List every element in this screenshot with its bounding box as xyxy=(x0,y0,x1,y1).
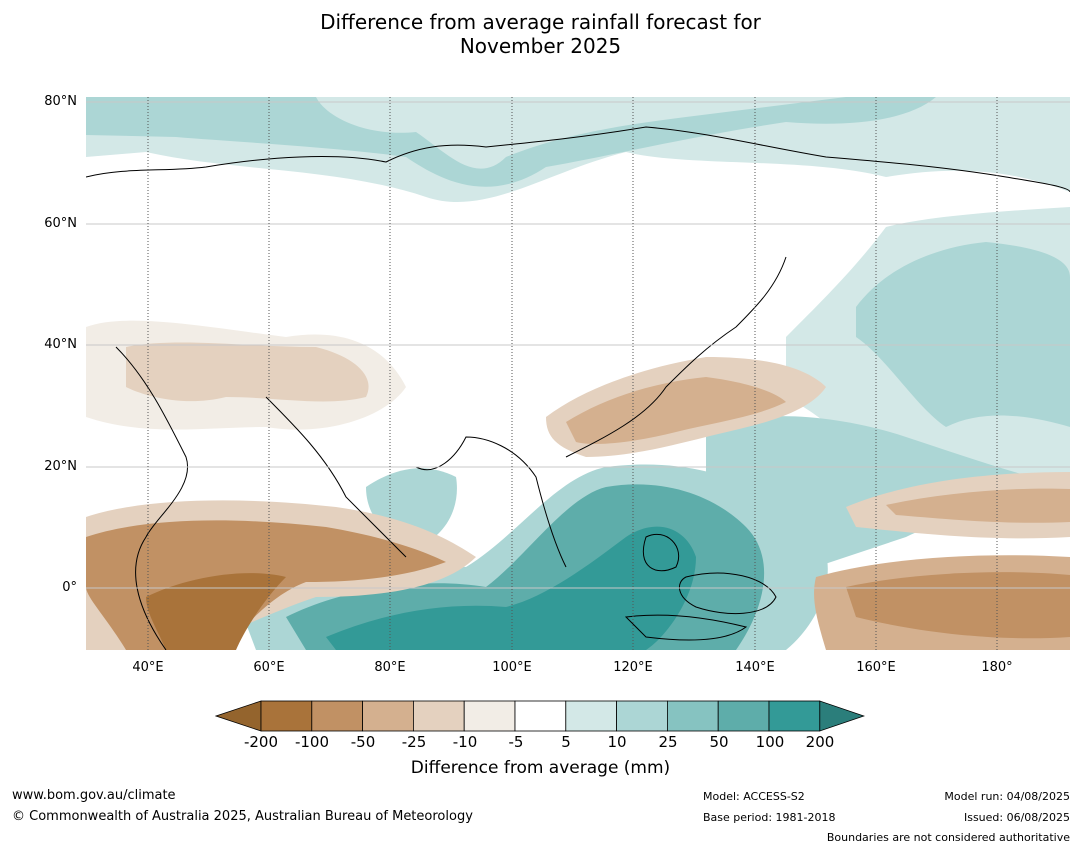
colorbar-under-arrow xyxy=(214,700,262,732)
colorbar-graphic xyxy=(214,700,866,732)
lon-label-140e: 140°E xyxy=(735,660,775,675)
rainfall-map xyxy=(86,97,1070,650)
map-title: Difference from average rainfall forecas… xyxy=(0,10,1081,58)
colorbar-tick: 5 xyxy=(561,733,571,751)
colorbar-segment xyxy=(768,700,821,732)
model-text: Model: ACCESS-S2 xyxy=(703,790,805,803)
anomaly-dry-pacific-north-core xyxy=(886,488,1070,523)
lon-label-180: 180° xyxy=(981,660,1013,675)
colorbar-tick: 10 xyxy=(607,733,627,751)
anomaly-dry-central-asia-2 xyxy=(126,342,369,402)
colorbar-tick: -10 xyxy=(452,733,478,751)
lat-label-80n: 80°N xyxy=(44,94,77,109)
model-run-text: Model run: 04/08/2025 xyxy=(944,790,1070,803)
colorbar-segment xyxy=(565,700,617,732)
lat-label-0: 0° xyxy=(62,580,77,595)
colorbar-segment xyxy=(412,700,465,732)
colorbar-tick: 200 xyxy=(805,733,835,751)
issued-text: Issued: 06/08/2025 xyxy=(963,811,1070,824)
lon-label-40e: 40°E xyxy=(132,660,164,675)
coastlines xyxy=(86,126,1070,650)
colorbar xyxy=(214,700,866,732)
colorbar-segment xyxy=(514,700,567,732)
base-period-text: Base period: 1981-2018 xyxy=(703,811,836,824)
colorbar-tick: -50 xyxy=(350,733,376,751)
colorbar-segment xyxy=(260,700,313,732)
anomaly-dry-pacific-equatorial-core xyxy=(846,572,1070,639)
lat-label-60n: 60°N xyxy=(44,216,77,231)
lon-label-100e: 100°E xyxy=(492,660,532,675)
colorbar-tick: 50 xyxy=(709,733,729,751)
anomaly-wet-maritime-core xyxy=(326,526,696,650)
map-canvas xyxy=(86,97,1070,650)
colorbar-segment xyxy=(311,700,364,732)
title-line-2: November 2025 xyxy=(459,34,622,58)
lon-label-160e: 160°E xyxy=(856,660,896,675)
lon-label-60e: 60°E xyxy=(253,660,285,675)
anomaly-wet-arctic-strong xyxy=(86,97,936,187)
colorbar-segment xyxy=(616,700,668,732)
lon-label-120e: 120°E xyxy=(613,660,653,675)
graticule xyxy=(86,97,1070,650)
colorbar-tick: -25 xyxy=(401,733,427,751)
title-line-1: Difference from average rainfall forecas… xyxy=(320,10,761,34)
colorbar-segment xyxy=(666,700,719,732)
colorbar-tick: -100 xyxy=(294,733,330,751)
colorbar-segment xyxy=(717,700,770,732)
colorbar-label: Difference from average (mm) xyxy=(410,758,671,778)
copyright-text: © Commonwealth of Australia 2025, Austra… xyxy=(12,809,473,824)
colorbar-over-arrow xyxy=(819,700,866,732)
colorbar-segment xyxy=(362,700,414,732)
boundaries-disclaimer: Boundaries are not considered authoritat… xyxy=(826,831,1070,844)
lat-label-40n: 40°N xyxy=(44,337,77,352)
colorbar-tick: 100 xyxy=(755,733,785,751)
colorbar-segment xyxy=(463,700,516,732)
colorbar-tick: -200 xyxy=(243,733,279,751)
anomaly-wet-north-pacific-2 xyxy=(856,242,1070,427)
anomaly-dry-indian-ocean-core xyxy=(146,573,286,650)
lat-label-20n: 20°N xyxy=(44,459,77,474)
colorbar-tick: -5 xyxy=(508,733,524,751)
website-text: www.bom.gov.au/climate xyxy=(12,788,176,803)
lon-label-80e: 80°E xyxy=(374,660,406,675)
colorbar-tick: 25 xyxy=(658,733,678,751)
